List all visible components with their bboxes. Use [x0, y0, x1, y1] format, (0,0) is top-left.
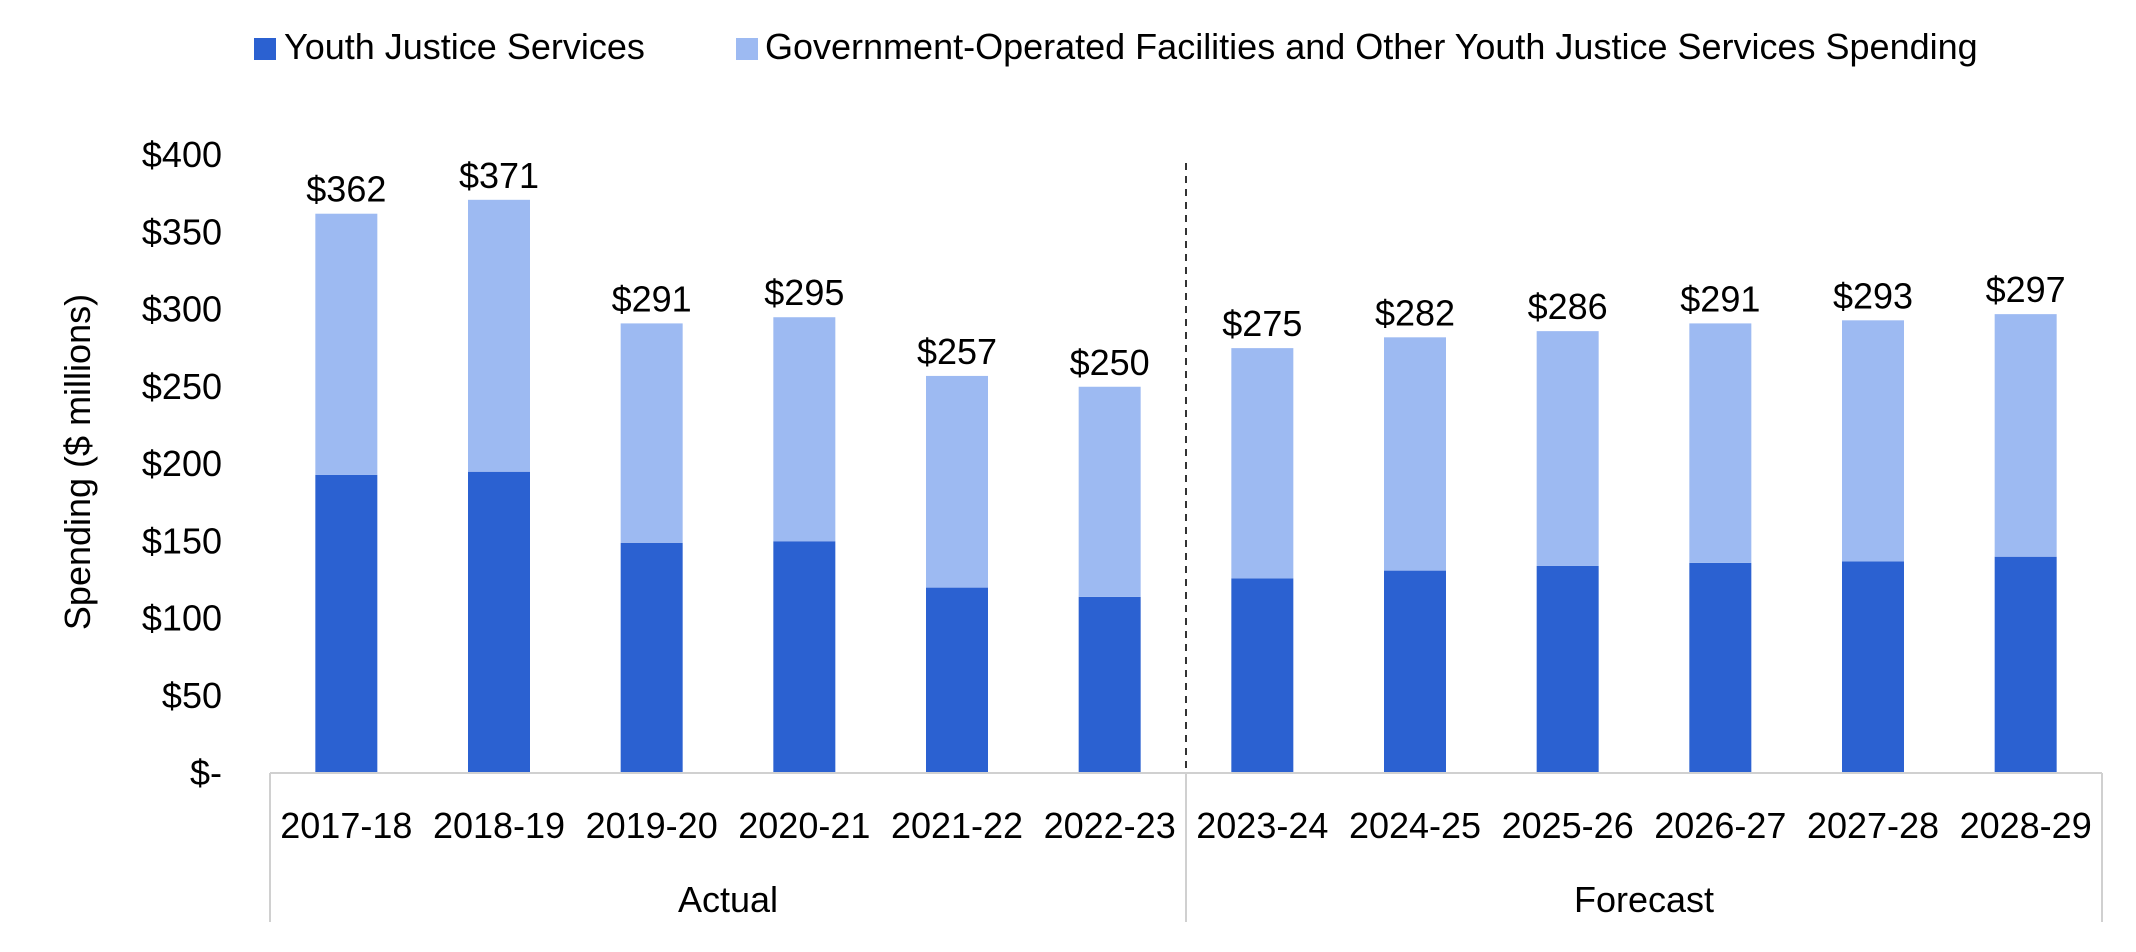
y-tick-label: $150	[142, 520, 222, 561]
group-label-forecast: Forecast	[1574, 879, 1714, 920]
y-tick-label: $300	[142, 289, 222, 330]
bar-2028-29-government-operated-facilities	[1994, 314, 2057, 557]
total-label-2021-22: $257	[917, 331, 997, 372]
bar-2028-29-youth-justice-services	[1994, 556, 2057, 773]
x-tick-label-2021-22: 2021-22	[891, 805, 1023, 846]
total-label-2018-19: $371	[459, 155, 539, 196]
bar-2024-25-government-operated-facilities	[1384, 337, 1446, 571]
bar-2023-24-youth-justice-services	[1231, 578, 1294, 773]
legend-swatch-youth-justice-services	[254, 38, 276, 60]
total-label-2019-20: $291	[612, 278, 692, 319]
legend-swatch-government-operated-facilities	[736, 38, 758, 60]
bar-2027-28-government-operated-facilities	[1842, 320, 1904, 562]
y-axis-title: Spending ($ millions)	[57, 294, 98, 630]
group-label-actual: Actual	[678, 879, 778, 920]
total-label-2027-28: $293	[1833, 275, 1913, 316]
bar-2025-26-government-operated-facilities	[1536, 331, 1599, 566]
y-tick-label: $200	[142, 443, 222, 484]
y-tick-label: $50	[162, 675, 222, 716]
x-tick-label-2022-23: 2022-23	[1044, 805, 1176, 846]
y-tick-label: $100	[142, 598, 222, 639]
bar-2022-23-government-operated-facilities	[1078, 386, 1141, 597]
x-tick-label-2020-21: 2020-21	[738, 805, 870, 846]
x-tick-label-2018-19: 2018-19	[433, 805, 565, 846]
bar-2017-18-government-operated-facilities	[315, 213, 378, 475]
bar-2027-28-youth-justice-services	[1842, 561, 1904, 773]
total-label-2028-29: $297	[1986, 269, 2066, 310]
bar-2020-21-government-operated-facilities	[773, 317, 836, 542]
x-tick-label-2019-20: 2019-20	[586, 805, 718, 846]
x-tick-label-2025-26: 2025-26	[1502, 805, 1634, 846]
total-label-2024-25: $282	[1375, 292, 1455, 333]
bar-2022-23-youth-justice-services	[1078, 596, 1141, 773]
y-tick-label: $250	[142, 366, 222, 407]
y-tick-label: $400	[142, 134, 222, 175]
total-label-2022-23: $250	[1070, 342, 1150, 383]
bar-2018-19-government-operated-facilities	[468, 199, 530, 472]
y-axis-tick-labels: $- $50 $100 $150 $200 $250 $300 $350 $400	[142, 134, 222, 793]
bar-2025-26-youth-justice-services	[1536, 565, 1599, 773]
bar-2026-27-youth-justice-services	[1689, 562, 1752, 773]
x-tick-label-2027-28: 2027-28	[1807, 805, 1939, 846]
total-value-labels: $362 $371 $291 $295 $257 $250 $275 $282 $286 $291…	[306, 155, 2065, 383]
y-tick-label: $-	[190, 752, 222, 793]
bars	[315, 199, 2057, 773]
bar-2019-20-youth-justice-services	[620, 542, 683, 773]
total-label-2020-21: $295	[764, 272, 844, 313]
bar-2021-22-youth-justice-services	[926, 587, 988, 773]
bar-2018-19-youth-justice-services	[468, 471, 530, 773]
x-tick-label-2026-27: 2026-27	[1654, 805, 1786, 846]
total-label-2026-27: $291	[1680, 278, 1760, 319]
bar-2019-20-government-operated-facilities	[620, 323, 683, 543]
total-label-2025-26: $286	[1528, 286, 1608, 327]
x-tick-label-2017-18: 2017-18	[280, 805, 412, 846]
bar-2017-18-youth-justice-services	[315, 474, 378, 773]
x-tick-label-2024-25: 2024-25	[1349, 805, 1481, 846]
bar-2026-27-government-operated-facilities	[1689, 323, 1752, 563]
category-axis: 2017-18 2018-19 2019-20 2020-21 2021-22 2022-…	[269, 163, 2103, 922]
legend: Youth Justice Services Government-Operat…	[254, 26, 1978, 67]
legend-label-government-operated-facilities: Government-Operated Facilities and Other…	[765, 26, 1978, 67]
bar-2020-21-youth-justice-services	[773, 541, 836, 773]
bar-2021-22-government-operated-facilities	[926, 375, 988, 588]
total-label-2017-18: $362	[306, 169, 386, 210]
bar-2024-25-youth-justice-services	[1384, 570, 1446, 773]
legend-label-youth-justice-services: Youth Justice Services	[284, 26, 645, 67]
bar-2023-24-government-operated-facilities	[1231, 348, 1294, 579]
total-label-2023-24: $275	[1222, 303, 1302, 344]
y-tick-label: $350	[142, 211, 222, 252]
x-tick-label-2028-29: 2028-29	[1960, 805, 2092, 846]
x-tick-label-2023-24: 2023-24	[1196, 805, 1328, 846]
